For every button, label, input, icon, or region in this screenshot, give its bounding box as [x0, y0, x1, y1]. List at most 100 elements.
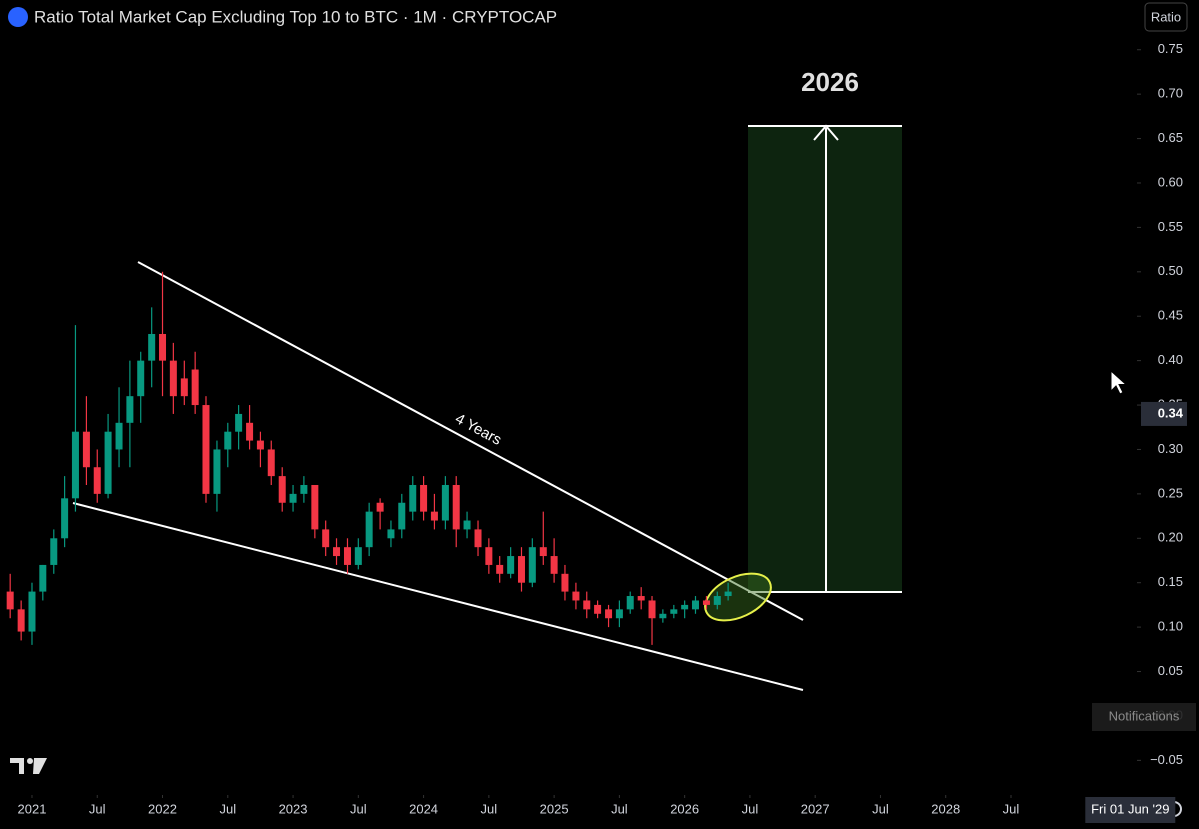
- candle-body: [354, 547, 362, 565]
- x-tick-label: Jul: [350, 801, 367, 816]
- x-tick-label: Jul: [611, 801, 628, 816]
- candle-body: [191, 369, 199, 406]
- candle-body: [6, 591, 14, 610]
- x-tick-label: 2023: [279, 801, 308, 816]
- candle-body: [148, 333, 156, 361]
- candle-body: [322, 529, 330, 548]
- candle-body: [28, 591, 36, 632]
- y-tick-label: 0.30: [1158, 441, 1183, 456]
- y-tick-label: 0.75: [1158, 41, 1183, 56]
- scale-button[interactable]: [1144, 2, 1188, 32]
- y-tick-label: −0.05: [1150, 752, 1183, 767]
- candle-body: [605, 609, 613, 619]
- x-tick-label: Jul: [219, 801, 236, 816]
- candle-body: [311, 484, 319, 530]
- upper-trendline: [137, 261, 804, 621]
- candle-body: [528, 547, 536, 583]
- candle-body: [681, 604, 689, 610]
- candle-body: [246, 422, 254, 441]
- scale-button-label[interactable]: Ratio: [1151, 9, 1181, 24]
- candle-body: [550, 556, 558, 574]
- symbol-icon: [8, 7, 28, 27]
- x-tick-label: 2021: [18, 801, 47, 816]
- candle-body: [691, 600, 699, 610]
- logo-part: [33, 758, 47, 774]
- candle-body: [50, 538, 58, 565]
- notification-label[interactable]: Notifications: [1109, 708, 1180, 723]
- x-tick-label: Jul: [89, 801, 106, 816]
- x-tick-label: Jul: [872, 801, 889, 816]
- candle-body: [452, 484, 460, 530]
- candle-body: [496, 564, 504, 574]
- candle-body: [300, 484, 308, 494]
- candle-body: [583, 600, 591, 610]
- candle-body: [485, 547, 493, 565]
- y-tick-label: 0.05: [1158, 663, 1183, 678]
- x-tick-label: 2022: [148, 801, 177, 816]
- y-tick-label: 0.15: [1158, 574, 1183, 589]
- candle-body: [376, 502, 384, 512]
- crosshair-x-box: [1085, 797, 1176, 823]
- y-tick-label: 0.40: [1158, 352, 1183, 367]
- lower-trendline: [72, 502, 804, 691]
- x-tick-label: 2025: [540, 801, 569, 816]
- x-tick-label: 2024: [409, 801, 438, 816]
- y-tick-label: 0.10: [1158, 619, 1183, 634]
- candle-body: [17, 609, 25, 632]
- candle-body: [267, 449, 275, 477]
- y-tick-label: 0.65: [1158, 130, 1183, 145]
- notification-toast[interactable]: [1092, 703, 1196, 731]
- candle-body: [594, 604, 602, 614]
- drawings: [72, 124, 902, 691]
- axes: −0.050.000.050.100.150.200.250.300.350.4…: [18, 41, 1187, 823]
- candle-body: [365, 511, 373, 548]
- candle-body: [180, 378, 188, 397]
- candle-body: [724, 591, 732, 597]
- candle-body: [420, 484, 428, 512]
- candle-body: [213, 449, 221, 494]
- y-tick-label: 0.50: [1158, 263, 1183, 278]
- candle-body: [289, 493, 297, 503]
- mouse-cursor: [1110, 369, 1128, 395]
- candle-body: [507, 556, 515, 574]
- candle-body: [713, 596, 721, 605]
- candle-body: [202, 405, 210, 494]
- y-tick-label: 0.70: [1158, 86, 1183, 101]
- last-price-label: 0.34: [1158, 405, 1184, 420]
- candle-body: [626, 596, 634, 610]
- candle-body: [137, 360, 145, 397]
- x-tick-label: Jul: [481, 801, 498, 816]
- candle-body: [104, 431, 112, 494]
- candle-body: [82, 431, 90, 468]
- candle-body: [126, 396, 134, 423]
- candle-body: [115, 422, 123, 450]
- x-tick-label: Jul: [742, 801, 759, 816]
- candle-body: [398, 502, 406, 530]
- candle-body: [615, 609, 623, 619]
- candle-body: [387, 529, 395, 539]
- x-tick-label: Jul: [1003, 801, 1020, 816]
- x-tick-label: 2028: [931, 801, 960, 816]
- candle-body: [61, 498, 69, 539]
- last-price-box: [1141, 401, 1187, 426]
- candle-body: [93, 467, 101, 494]
- logo-part: [27, 758, 33, 764]
- candle-body: [539, 547, 547, 557]
- candle-body: [670, 609, 678, 614]
- y-tick-label: 0.45: [1158, 308, 1183, 323]
- candle-body: [474, 529, 482, 548]
- candle-body: [659, 613, 667, 619]
- candle-body: [637, 596, 645, 601]
- candle-body: [702, 600, 710, 605]
- candle-body: [561, 573, 569, 592]
- y-tick-label: 0.25: [1158, 485, 1183, 500]
- arrow-head: [813, 124, 839, 141]
- candle-body: [39, 564, 47, 592]
- y-tick-label: 0.20: [1158, 530, 1183, 545]
- candle-body: [441, 484, 449, 521]
- candle-body: [169, 360, 177, 397]
- candles: [6, 271, 732, 645]
- crosshair-x-label: Fri 01 Jun '29: [1091, 801, 1169, 816]
